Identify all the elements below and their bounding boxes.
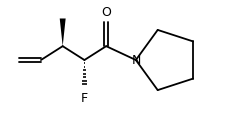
Text: F: F [81, 92, 88, 105]
Text: O: O [101, 6, 111, 20]
Text: N: N [132, 54, 142, 66]
Polygon shape [60, 19, 66, 46]
